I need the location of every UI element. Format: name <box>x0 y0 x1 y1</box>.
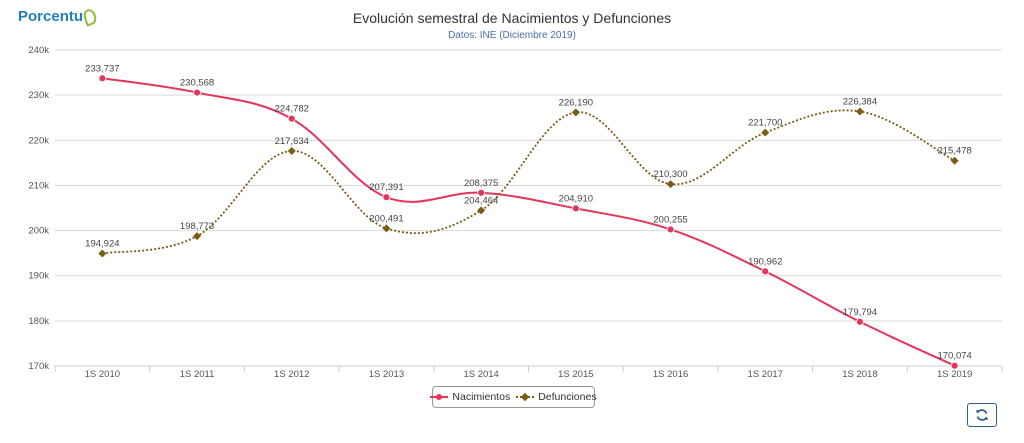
refresh-icon <box>976 409 988 421</box>
legend-swatch-defunciones <box>516 392 535 402</box>
data-label-defunciones: 204,464 <box>464 195 498 206</box>
data-point-defunciones <box>382 224 391 233</box>
y-tick-label: 200k <box>28 226 49 237</box>
data-label-defunciones: 226,190 <box>559 97 593 108</box>
brand-logo: Porcentu <box>18 6 99 27</box>
y-tick-label: 180k <box>28 316 49 327</box>
brand-name: Porcentu <box>18 8 84 25</box>
data-point-defunciones <box>855 107 864 116</box>
data-point-nacimientos <box>761 267 770 276</box>
data-label-nacimientos: 190,962 <box>748 256 782 267</box>
data-label-nacimientos: 207,391 <box>369 182 403 193</box>
x-tick-label: 1S 2017 <box>748 369 783 380</box>
data-point-nacimientos <box>666 225 675 234</box>
data-label-nacimientos: 179,794 <box>843 307 877 318</box>
data-point-defunciones <box>193 232 202 241</box>
x-tick-label: 1S 2013 <box>369 369 404 380</box>
data-label-nacimientos: 233,737 <box>85 63 119 74</box>
data-label-nacimientos: 230,568 <box>180 78 214 89</box>
data-label-nacimientos: 170,074 <box>937 351 971 362</box>
data-label-nacimientos: 224,782 <box>275 104 309 115</box>
series-line-nacimientos <box>102 77 956 367</box>
legend-item-nacimientos[interactable]: Nacimientos <box>430 391 510 403</box>
data-label-defunciones: 226,384 <box>843 96 877 107</box>
data-point-nacimientos <box>571 204 580 213</box>
x-tick-label: 1S 2012 <box>274 369 309 380</box>
legend-label-nacimientos: Nacimientos <box>452 391 511 403</box>
legend-swatch-nacimientos <box>430 392 449 402</box>
data-label-defunciones: 210,300 <box>653 169 687 180</box>
data-label-defunciones: 200,491 <box>369 213 403 224</box>
data-point-defunciones <box>950 156 959 165</box>
x-tick-label: 1S 2019 <box>937 369 972 380</box>
data-point-nacimientos <box>382 193 391 202</box>
data-point-nacimientos <box>856 317 864 326</box>
x-tick-label: 1S 2014 <box>463 369 498 380</box>
data-point-nacimientos <box>950 361 959 370</box>
data-point-nacimientos <box>477 188 486 197</box>
data-point-nacimientos <box>287 114 296 123</box>
chart-subtitle: Datos: INE (Diciembre 2019) <box>448 30 576 41</box>
y-tick-label: 230k <box>28 90 49 101</box>
data-point-defunciones <box>666 180 675 189</box>
data-point-defunciones <box>287 146 296 155</box>
data-label-defunciones: 194,924 <box>85 238 119 249</box>
data-label-defunciones: 198,773 <box>180 221 214 232</box>
data-point-nacimientos <box>193 88 201 97</box>
x-tick-label: 1S 2011 <box>180 369 215 380</box>
y-tick-label: 190k <box>28 271 49 282</box>
data-label-defunciones: 215,478 <box>937 146 971 157</box>
data-point-defunciones <box>98 249 107 258</box>
data-label-nacimientos: 200,255 <box>653 214 687 225</box>
y-tick-label: 240k <box>28 45 49 56</box>
x-tick-label: 1S 2016 <box>653 369 688 380</box>
data-label-nacimientos: 204,910 <box>559 193 593 204</box>
x-tick-label: 1S 2015 <box>558 369 593 380</box>
legend-item-defunciones[interactable]: Defunciones <box>516 391 597 403</box>
y-tick-label: 170k <box>28 361 49 372</box>
series-line-defunciones <box>102 109 956 255</box>
data-label-defunciones: 221,700 <box>748 118 782 129</box>
data-point-defunciones <box>761 128 770 137</box>
data-point-nacimientos <box>98 74 107 83</box>
x-tick-label: 1S 2010 <box>85 369 120 380</box>
data-label-defunciones: 217,634 <box>275 136 309 147</box>
y-tick-label: 210k <box>28 180 49 191</box>
y-tick-label: 220k <box>28 135 49 146</box>
data-point-defunciones <box>477 206 486 215</box>
chart-title: Evolución semestral de Nacimientos y Def… <box>352 10 672 26</box>
x-tick-label: 1S 2018 <box>842 369 877 380</box>
legend-label-defunciones: Defunciones <box>538 391 597 403</box>
data-label-nacimientos: 208,375 <box>464 178 498 189</box>
refresh-button[interactable] <box>967 403 997 427</box>
data-point-defunciones <box>571 108 580 117</box>
chart-legend: Nacimientos Defunciones <box>430 386 597 408</box>
